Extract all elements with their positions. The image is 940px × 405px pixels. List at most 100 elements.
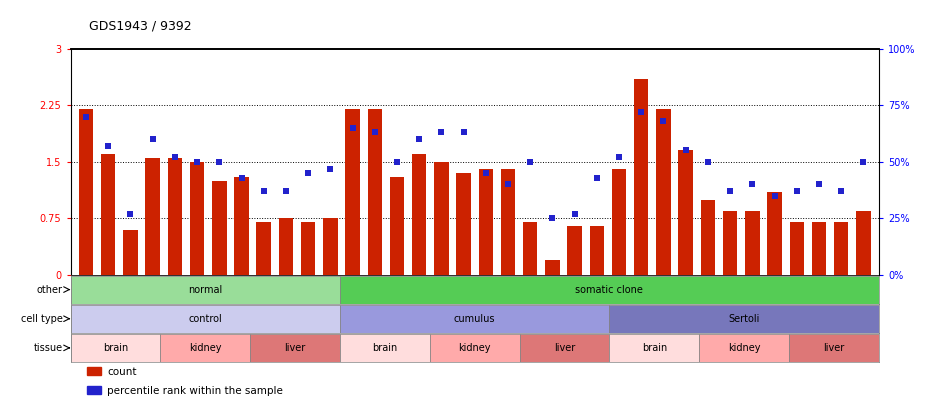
Bar	[609, 305, 879, 333]
Point	[723, 188, 738, 194]
Point	[612, 154, 627, 160]
Point	[700, 159, 715, 165]
Bar	[700, 200, 715, 275]
Bar	[767, 192, 782, 275]
Point	[434, 129, 449, 136]
Text: GDS1943 / 9392: GDS1943 / 9392	[89, 19, 192, 32]
Bar	[699, 334, 789, 362]
Point	[478, 170, 494, 176]
Point	[811, 181, 826, 188]
Text: control: control	[188, 314, 222, 324]
Bar	[86, 386, 102, 394]
Text: normal: normal	[188, 285, 223, 294]
Point	[322, 165, 337, 172]
Point	[656, 118, 671, 124]
Bar	[167, 158, 182, 275]
Text: brain: brain	[372, 343, 398, 353]
Point	[545, 215, 560, 222]
Bar	[430, 334, 520, 362]
Point	[79, 113, 94, 120]
Bar	[434, 162, 448, 275]
Point	[855, 159, 870, 165]
Bar	[478, 169, 493, 275]
Text: cell type: cell type	[21, 314, 62, 324]
Bar	[656, 109, 671, 275]
Bar	[101, 154, 116, 275]
Bar	[70, 334, 161, 362]
Point	[456, 129, 471, 136]
Bar	[70, 275, 340, 304]
Point	[389, 159, 404, 165]
Bar	[589, 226, 604, 275]
Bar	[457, 173, 471, 275]
Text: count: count	[107, 367, 136, 377]
Text: liver: liver	[285, 343, 306, 353]
Text: brain: brain	[102, 343, 128, 353]
Text: cumulus: cumulus	[454, 314, 495, 324]
Text: somatic clone: somatic clone	[575, 285, 643, 294]
Text: percentile rank within the sample: percentile rank within the sample	[107, 386, 283, 396]
Point	[145, 136, 160, 143]
Point	[790, 188, 805, 194]
Bar	[345, 109, 360, 275]
Text: brain: brain	[642, 343, 667, 353]
Point	[167, 154, 182, 160]
Point	[345, 125, 360, 131]
Bar	[634, 79, 649, 275]
Point	[412, 136, 427, 143]
Bar	[790, 222, 804, 275]
Point	[101, 143, 116, 149]
Bar	[323, 218, 337, 275]
Point	[190, 159, 205, 165]
Bar	[412, 154, 427, 275]
Point	[589, 175, 604, 181]
Bar	[190, 162, 204, 275]
Bar	[86, 367, 102, 375]
Text: kidney: kidney	[459, 343, 491, 353]
Text: other: other	[37, 285, 62, 294]
Bar	[390, 177, 404, 275]
Bar	[612, 169, 626, 275]
Bar	[545, 260, 559, 275]
Point	[767, 192, 782, 199]
Point	[212, 159, 227, 165]
Bar	[609, 334, 699, 362]
Bar	[278, 218, 293, 275]
Point	[123, 211, 138, 217]
Point	[634, 109, 649, 115]
Bar	[812, 222, 826, 275]
Point	[500, 181, 515, 188]
Point	[567, 211, 582, 217]
Bar	[789, 334, 879, 362]
Text: kidney: kidney	[728, 343, 760, 353]
Bar	[123, 230, 137, 275]
Text: tissue: tissue	[33, 343, 62, 353]
Bar	[856, 211, 870, 275]
Bar	[679, 151, 693, 275]
Bar	[340, 334, 430, 362]
Bar	[501, 169, 515, 275]
Bar	[146, 158, 160, 275]
Bar	[340, 275, 879, 304]
Bar	[723, 211, 737, 275]
Point	[678, 147, 693, 154]
Bar	[834, 222, 849, 275]
Point	[278, 188, 293, 194]
Bar	[301, 222, 315, 275]
Bar	[234, 177, 249, 275]
Bar	[568, 226, 582, 275]
Bar	[212, 181, 227, 275]
Point	[744, 181, 760, 188]
Point	[257, 188, 272, 194]
Bar	[745, 211, 760, 275]
Bar	[250, 334, 340, 362]
Point	[368, 129, 383, 136]
Bar	[161, 334, 250, 362]
Point	[523, 159, 538, 165]
Bar	[257, 222, 271, 275]
Text: liver: liver	[554, 343, 575, 353]
Bar	[79, 109, 93, 275]
Text: kidney: kidney	[189, 343, 222, 353]
Bar	[70, 305, 340, 333]
Bar	[523, 222, 538, 275]
